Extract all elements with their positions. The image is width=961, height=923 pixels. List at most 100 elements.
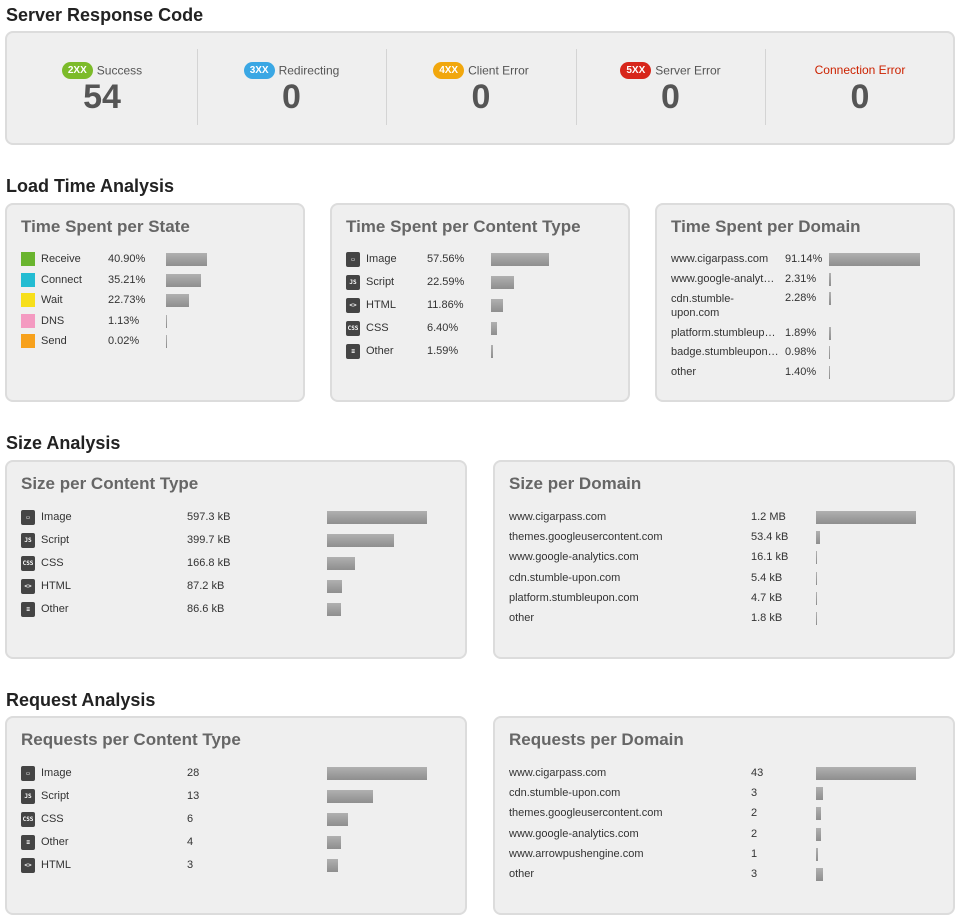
color-swatch [21,252,35,266]
list-item: other 1.8 kB [495,612,953,628]
bar [327,580,342,593]
divider [196,49,198,125]
list-item: ≡ Other 4 [7,835,465,852]
bar [327,790,373,803]
response-code-5xx: 5XX Server Error 0 [576,33,766,143]
response-code-label: Connection Error [765,62,955,77]
response-code-label: 2XX Success [7,62,197,79]
row-label: CSS [41,813,64,825]
size-per-domain-card: Size per Domain www.cigarpass.com 1.2 MB t… [493,460,955,659]
row-value: 1.40% [785,365,817,378]
list-item: CSS CSS 6.40% [332,321,628,338]
image-icon: ▭ [21,766,35,781]
row-value: 4 [187,836,194,848]
row-value: 43 [751,767,764,779]
other-icon: ≡ [346,344,360,359]
time-per-domain-title: Time Spent per Domain [671,217,861,236]
bar [327,557,355,570]
row-value: 57.56% [427,253,465,265]
color-swatch [21,313,35,328]
html-icon: <> [21,579,35,594]
list-item: ▭ Image 57.56% [332,252,628,269]
row-value: 40.90% [108,253,146,265]
status-badge: 2XX [61,62,93,79]
bar [816,511,916,524]
response-code-4xx: 4XX Client Error 0 [386,33,576,143]
list-item: ≡ Other 86.6 kB [7,602,465,619]
row-value: 22.59% [427,276,465,288]
row-label: cdn.stumble-upon.com [671,293,734,319]
row-label: other [509,612,535,624]
row-value: 3 [751,868,758,880]
bar [327,511,427,524]
response-code-label: 3XX Redirecting [197,62,387,79]
bar [816,767,916,780]
row-label: Wait [41,294,63,306]
bar [166,273,201,287]
size-analysis-title: Size Analysis [6,433,121,453]
bar [829,365,830,379]
script-icon: JS [21,533,35,548]
load-time-title: Load Time Analysis [6,176,175,196]
time-per-content-type-card: Time Spent per Content Type ▭ Image 57.56%… [330,203,630,402]
list-item: JS Script 399.7 kB [7,533,465,550]
row-value: 35.21% [108,273,146,286]
requests-per-content-type-card: Requests per Content Type ▭ Image 28 JS Scri… [5,716,467,915]
divider [575,49,577,125]
bar [166,335,167,348]
list-item: JS Script 13 [7,789,465,806]
response-code-text: Success [96,63,143,78]
response-code-text: Connection Error [814,62,906,77]
list-item: www.google-analytics.com 2 [495,827,953,844]
bar [816,591,817,605]
request-analysis-title: Request Analysis [6,690,156,710]
row-label: www.arrowpushengine.com [509,847,644,860]
row-label: Image [41,767,72,779]
response-code-text: Server Error [655,63,721,78]
row-label: www.cigarpass.com [509,767,607,779]
bar [166,294,189,307]
divider [386,49,387,125]
bar [491,253,549,266]
bar [327,859,338,872]
image-icon: ▭ [21,510,35,525]
bar [816,807,821,821]
row-value: 87.2 kB [187,580,225,592]
color-swatch [21,272,35,287]
row-label: www.google-analyt… [671,272,775,285]
bar [816,827,821,841]
row-label: other [509,868,535,880]
bar [327,767,427,780]
row-label: Script [41,534,70,546]
row-label: cdn.stumble-upon.com [509,787,621,800]
list-item: CSS CSS 166.8 kB [7,556,465,573]
list-item: Receive 40.90% [7,252,303,269]
row-label: Image [41,511,72,523]
row-value: 2.31% [785,272,817,285]
row-value: 1.2 MB [751,511,786,523]
response-code-count: 0 [850,78,870,116]
size-per-domain-title: Size per Domain [509,474,642,493]
bar [166,314,167,328]
list-item: badge.stumbleupon… 0.98% [657,346,953,362]
row-value: 399.7 kB [187,534,231,546]
row-value: 1.8 kB [751,612,783,624]
response-code-2xx: 2XX Success 54 [7,33,197,143]
row-label: Other [41,836,69,848]
bar [816,787,823,801]
list-item: Wait 22.73% [7,293,303,310]
list-item: Connect 35.21% [7,272,303,290]
html-icon: <> [346,298,360,313]
other-icon: ≡ [21,835,35,850]
list-item: Send 0.02% [7,334,303,351]
time-per-state-card: Time Spent per State Receive 40.90% Connec… [5,203,305,402]
bar [327,813,348,826]
row-label: Script [41,790,70,802]
row-label: cdn.stumble-upon.com [509,571,621,584]
row-value: 0.98% [785,346,817,358]
list-item: cdn.stumble-upon.com 3 [495,787,953,803]
status-badge: 4XX [433,62,465,79]
requests-per-content-type-title: Requests per Content Type [21,730,241,749]
response-code-count: 0 [661,78,680,116]
row-value: 1.89% [785,326,817,339]
